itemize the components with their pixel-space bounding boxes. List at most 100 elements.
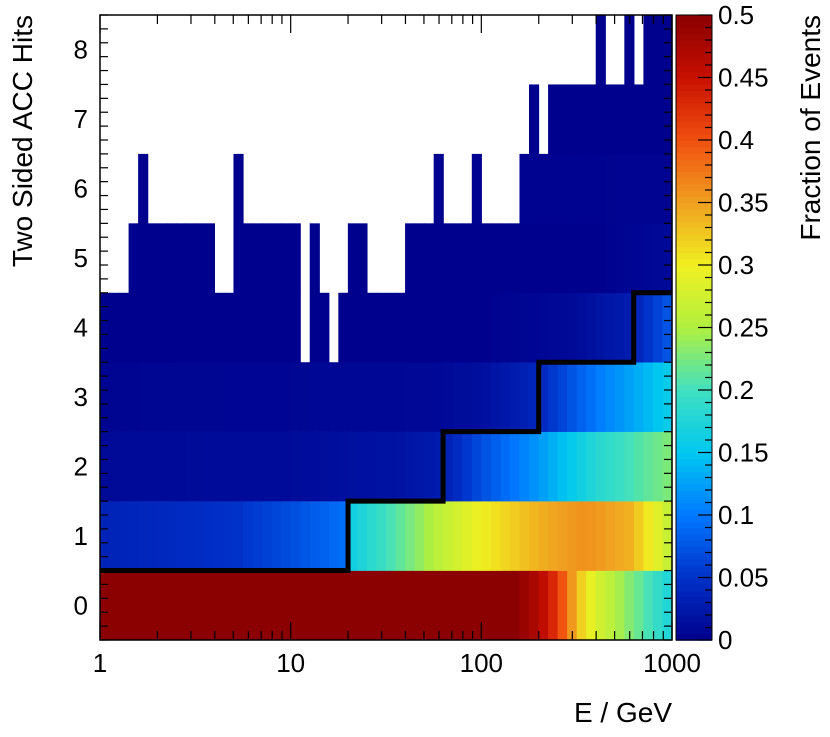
heatmap-cell — [300, 362, 311, 432]
heatmap-cell — [109, 362, 120, 432]
heatmap-cell — [138, 501, 149, 571]
color-bar-segment — [676, 90, 712, 98]
heatmap-cell — [328, 431, 339, 502]
heatmap-cell — [271, 223, 282, 294]
heatmap-cell — [662, 362, 673, 432]
heatmap-cell — [624, 292, 635, 363]
heatmap-cell — [109, 292, 120, 363]
color-bar-segment — [676, 115, 712, 123]
heatmap-cell — [157, 501, 168, 571]
color-bar-tick-label: 0.5 — [718, 0, 754, 30]
heatmap-cell — [328, 570, 339, 641]
heatmap-cell — [548, 362, 559, 432]
heatmap-cell — [309, 431, 320, 502]
y-axis-label: Two Sided ACC Hits — [7, 15, 38, 267]
heatmap-cell — [185, 223, 196, 294]
heatmap-cell — [319, 570, 330, 641]
heatmap-cell — [319, 292, 330, 363]
heatmap-cell — [462, 223, 473, 294]
heatmap-cell — [662, 570, 673, 641]
color-bar-segment — [676, 340, 712, 348]
color-bar-segment — [676, 158, 712, 166]
heatmap-cell — [195, 570, 206, 641]
heatmap-cell — [252, 431, 263, 502]
heatmap-cell — [614, 153, 625, 224]
heatmap-cell — [376, 570, 387, 641]
color-bar-segment — [676, 540, 712, 548]
heatmap-cell — [529, 431, 540, 502]
heatmap-cell — [557, 501, 568, 571]
heatmap-cell — [185, 501, 196, 571]
heatmap-cell — [481, 431, 492, 502]
heatmap-cell — [100, 292, 111, 363]
color-bar-segment — [676, 433, 712, 441]
color-bar-segment — [676, 171, 712, 179]
heatmap-cell — [128, 223, 139, 294]
heatmap-cell — [262, 223, 273, 294]
color-bar-segment — [676, 283, 712, 291]
heatmap-cell — [166, 362, 177, 432]
heatmap-cell — [414, 431, 425, 502]
heatmap-cell — [138, 570, 149, 641]
color-bar-segment — [676, 277, 712, 285]
heatmap-cell — [529, 501, 540, 571]
heatmap-cell — [166, 431, 177, 502]
heatmap-cell — [452, 223, 463, 294]
heatmap-cell — [471, 431, 482, 502]
heatmap-cell — [500, 223, 511, 294]
heatmap-cell — [586, 292, 597, 363]
heatmap-cell — [662, 431, 673, 502]
heatmap-cell — [271, 292, 282, 363]
heatmap-cell — [357, 570, 368, 641]
heatmap-cell — [386, 362, 397, 432]
heatmap-cell — [128, 431, 139, 502]
heatmap-cell — [519, 362, 530, 432]
y-tick-label: 0 — [74, 590, 88, 620]
threshold-line — [100, 290, 672, 574]
y-tick-label: 8 — [74, 35, 88, 65]
heatmap-cell — [100, 362, 111, 432]
heatmap-cell — [595, 223, 606, 294]
heatmap-cell — [157, 431, 168, 502]
heatmap-cell — [643, 15, 654, 85]
heatmap-cell — [290, 570, 301, 641]
heatmap-cell — [443, 570, 454, 641]
color-bar-segment — [676, 596, 712, 604]
heatmap-cell — [395, 501, 406, 571]
color-bar-segment — [676, 515, 712, 523]
heatmap-cell — [605, 292, 616, 363]
color-bar-segment — [676, 371, 712, 379]
heatmap-cell — [357, 292, 368, 363]
heatmap-cell — [386, 501, 397, 571]
heatmap-cell — [481, 292, 492, 363]
heatmap-cell — [433, 501, 444, 571]
color-bar-segment — [676, 415, 712, 423]
heatmap-cell — [595, 15, 606, 85]
heatmap-cell — [281, 431, 292, 502]
heatmap-cell — [424, 431, 435, 502]
heatmap-cell — [481, 362, 492, 432]
heatmap-cell — [252, 292, 263, 363]
color-bar-segment — [676, 190, 712, 198]
heatmap-cell — [176, 501, 187, 571]
y-tick-label: 5 — [74, 243, 88, 273]
color-bar-segment — [676, 15, 712, 23]
x-axis-label: E / GeV — [574, 697, 672, 728]
heatmap-cell — [633, 223, 644, 294]
heatmap-cell — [443, 362, 454, 432]
heatmap-cell — [347, 431, 358, 502]
heatmap-cell — [567, 223, 578, 294]
heatmap-cell — [567, 84, 578, 155]
heatmap-cell — [662, 292, 673, 363]
heatmap-cell — [214, 362, 225, 432]
heatmap-cell — [595, 292, 606, 363]
color-bar-segment — [676, 458, 712, 466]
color-bar-segment — [676, 452, 712, 460]
color-bar-segment — [676, 208, 712, 216]
color-bar-segment — [676, 202, 712, 210]
color-bar-segment — [676, 52, 712, 60]
heatmap-cell — [614, 501, 625, 571]
heatmap-cell — [347, 292, 358, 363]
color-bar-segment — [676, 546, 712, 554]
heatmap-cell — [529, 153, 540, 224]
